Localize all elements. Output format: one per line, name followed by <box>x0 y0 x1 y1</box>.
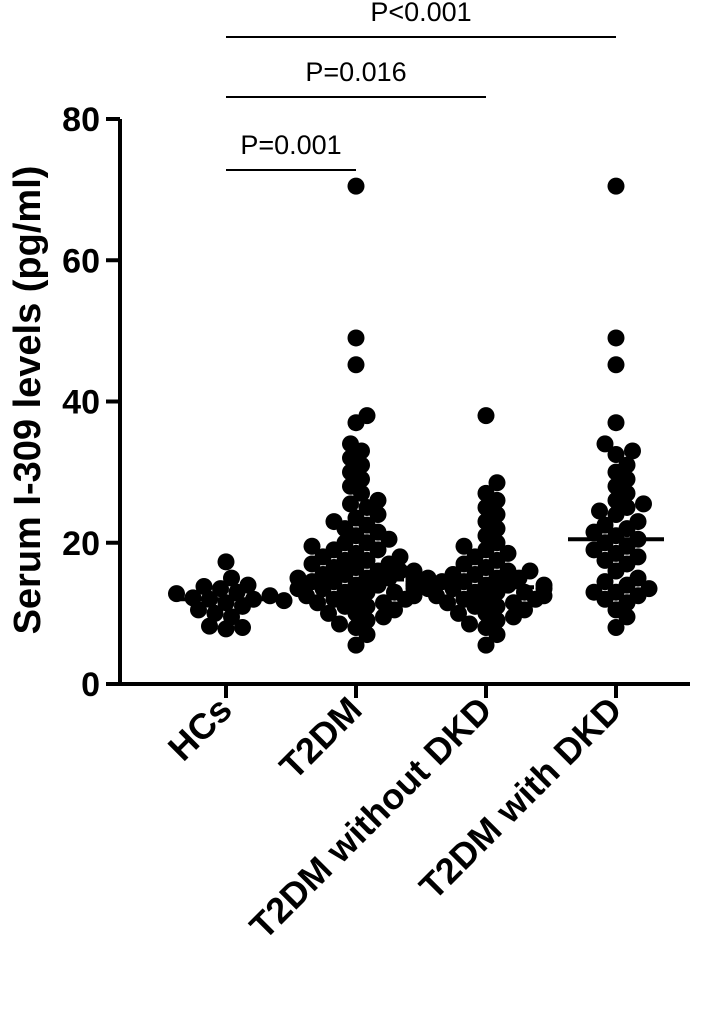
data-point <box>223 569 240 587</box>
data-point <box>477 407 495 425</box>
data-point <box>289 569 307 587</box>
data-point <box>596 435 614 453</box>
data-point <box>347 636 365 654</box>
data-point <box>635 495 652 513</box>
data-point <box>347 544 365 562</box>
data-point <box>477 484 495 502</box>
y-axis-title: Serum I-309 levels (pg/ml) <box>7 166 49 635</box>
data-point <box>629 548 647 566</box>
data-point <box>596 516 614 534</box>
data-point <box>347 177 365 195</box>
x-tick-label: HCs <box>160 689 240 769</box>
data-point <box>375 594 392 612</box>
data-point <box>195 578 213 596</box>
median-lines <box>178 537 664 602</box>
data-point <box>239 576 257 594</box>
axes: 0 20 40 60 80 <box>62 101 690 704</box>
data-point <box>342 495 359 513</box>
data-point <box>521 562 539 580</box>
data-point <box>342 435 359 453</box>
data-point <box>461 615 478 633</box>
x-tick-label: T2DM without DKD <box>242 689 500 947</box>
data-point <box>303 537 321 555</box>
data-point <box>607 445 625 463</box>
data-point <box>325 513 343 531</box>
data-point <box>391 548 409 566</box>
data-point <box>212 580 229 598</box>
data-point <box>624 442 641 460</box>
data-point <box>347 509 365 527</box>
data-point <box>190 601 207 619</box>
data-point <box>596 573 614 591</box>
y-tick-label: 40 <box>62 384 100 422</box>
x-tick-label: T2DM <box>271 689 369 787</box>
data-point <box>419 569 437 587</box>
data-point <box>607 619 625 636</box>
data-point <box>607 329 625 347</box>
data-point <box>505 594 522 612</box>
data-point <box>444 566 462 584</box>
data-point <box>369 491 387 509</box>
data-point <box>629 513 647 531</box>
data-point <box>618 456 636 474</box>
data-point <box>331 615 348 633</box>
data-point <box>607 177 625 195</box>
data-point <box>275 592 293 610</box>
data-points <box>168 177 658 654</box>
data-point <box>607 356 625 374</box>
data-point <box>585 583 603 601</box>
data-point <box>499 562 517 580</box>
p-value-label: P=0.016 <box>305 57 406 87</box>
data-point <box>386 583 403 601</box>
data-point <box>201 617 218 635</box>
y-tick-label: 0 <box>81 666 100 704</box>
data-point <box>607 414 625 432</box>
p-value-label: P<0.001 <box>370 0 471 27</box>
data-point <box>640 580 658 598</box>
data-point <box>358 407 376 425</box>
data-point <box>347 329 365 347</box>
data-point <box>455 537 473 555</box>
data-point <box>320 604 337 622</box>
data-point <box>223 608 240 626</box>
significance-brackets: P=0.001 P=0.016 P<0.001 <box>226 0 616 171</box>
data-point <box>488 474 506 492</box>
data-point <box>499 544 517 562</box>
y-tick-label: 60 <box>62 242 100 280</box>
y-tick-label: 80 <box>62 101 100 139</box>
p-value-label: P=0.001 <box>240 130 341 160</box>
data-point <box>535 576 553 594</box>
data-point <box>629 569 647 587</box>
data-point <box>347 356 365 374</box>
y-tick-label: 20 <box>62 525 100 563</box>
data-point <box>206 604 224 622</box>
data-point <box>450 604 467 622</box>
data-point <box>234 619 251 636</box>
data-point <box>477 636 495 654</box>
data-point <box>591 502 608 520</box>
data-point <box>405 562 423 580</box>
data-point <box>217 553 235 571</box>
